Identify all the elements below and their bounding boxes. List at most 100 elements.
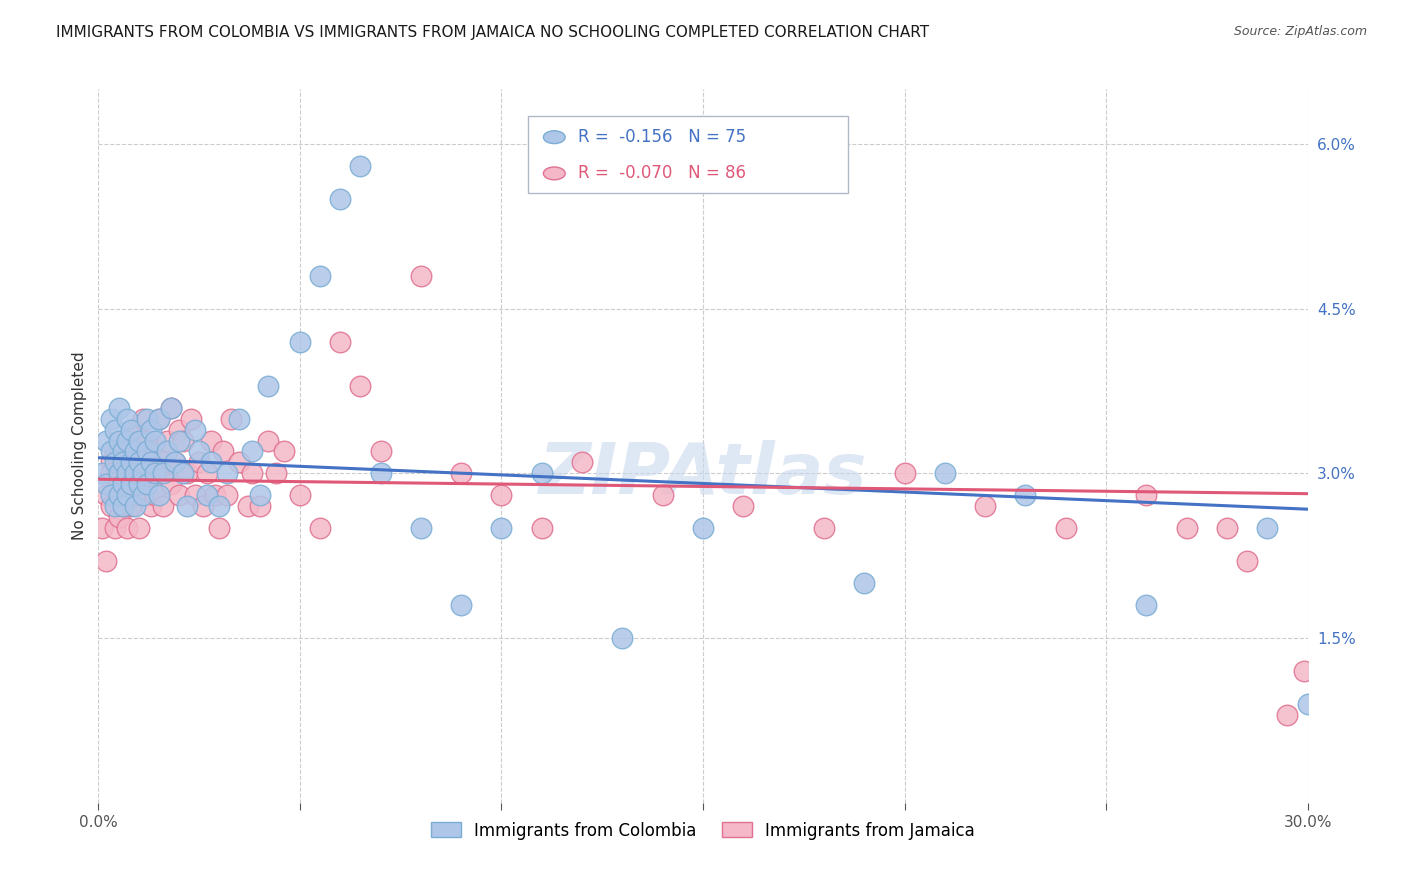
Point xyxy=(100,467,122,481)
Point xyxy=(128,477,150,491)
Point xyxy=(135,434,157,448)
Point xyxy=(103,444,125,458)
Point xyxy=(152,455,174,469)
Point xyxy=(160,401,183,415)
Point xyxy=(309,268,332,283)
Point xyxy=(111,444,134,458)
Point xyxy=(124,467,146,481)
Point xyxy=(148,411,170,425)
Point xyxy=(249,488,271,502)
Point xyxy=(107,488,129,502)
Point xyxy=(1277,708,1299,723)
Point xyxy=(135,411,157,425)
Point xyxy=(188,444,211,458)
Point xyxy=(128,444,150,458)
Point xyxy=(128,477,150,491)
Point xyxy=(228,411,250,425)
Point xyxy=(163,455,186,469)
Point xyxy=(172,434,194,448)
Point xyxy=(264,467,287,481)
Point xyxy=(132,488,155,502)
Point xyxy=(143,467,166,481)
Point xyxy=(135,477,157,491)
Point xyxy=(491,488,513,502)
Point xyxy=(148,467,170,481)
Point xyxy=(1296,697,1319,711)
Point xyxy=(152,500,174,514)
Point xyxy=(176,467,198,481)
Point xyxy=(111,477,134,491)
Point xyxy=(132,467,155,481)
Point xyxy=(200,455,222,469)
Point xyxy=(288,334,311,349)
Point xyxy=(107,510,129,524)
Point xyxy=(103,521,125,535)
Point xyxy=(1014,488,1036,502)
Point xyxy=(450,467,472,481)
Point xyxy=(370,444,392,458)
Point xyxy=(571,455,593,469)
Point xyxy=(111,455,134,469)
Point xyxy=(120,423,142,437)
Point xyxy=(107,467,129,481)
Point xyxy=(91,521,114,535)
Point xyxy=(409,268,432,283)
Point xyxy=(120,500,142,514)
Point xyxy=(240,444,263,458)
Point xyxy=(148,411,170,425)
Point xyxy=(1216,521,1239,535)
Point xyxy=(1256,521,1278,535)
Point xyxy=(236,500,259,514)
Point xyxy=(111,500,134,514)
Point xyxy=(409,521,432,535)
Point xyxy=(217,488,239,502)
Point xyxy=(733,500,755,514)
Point xyxy=(329,192,352,206)
Point xyxy=(204,488,226,502)
Point xyxy=(111,477,134,491)
Point xyxy=(208,500,231,514)
Point xyxy=(1236,554,1258,568)
Point xyxy=(813,521,835,535)
Point xyxy=(124,500,146,514)
Point xyxy=(107,401,129,415)
Point xyxy=(115,488,138,502)
Point xyxy=(115,434,138,448)
Point xyxy=(139,455,162,469)
Point xyxy=(124,444,146,458)
Point xyxy=(96,477,118,491)
Point xyxy=(195,467,218,481)
Point xyxy=(132,467,155,481)
Text: R =  -0.156   N = 75: R = -0.156 N = 75 xyxy=(578,128,747,146)
Point xyxy=(143,444,166,458)
Point xyxy=(115,521,138,535)
Point xyxy=(349,159,371,173)
Point xyxy=(100,455,122,469)
Point xyxy=(1292,664,1315,678)
Point xyxy=(100,411,122,425)
Point xyxy=(692,521,714,535)
Point xyxy=(128,455,150,469)
Point xyxy=(193,500,215,514)
Point xyxy=(249,500,271,514)
Point xyxy=(184,423,207,437)
Point xyxy=(128,521,150,535)
Text: R =  -0.070   N = 86: R = -0.070 N = 86 xyxy=(578,164,747,182)
Point xyxy=(288,488,311,502)
Point xyxy=(135,488,157,502)
Point xyxy=(111,500,134,514)
Point xyxy=(156,444,179,458)
Point xyxy=(612,631,634,645)
Point xyxy=(103,455,125,469)
Point xyxy=(893,467,915,481)
Point xyxy=(139,500,162,514)
Point xyxy=(160,477,183,491)
Point xyxy=(115,455,138,469)
Point xyxy=(212,444,235,458)
Point xyxy=(491,521,513,535)
Point xyxy=(152,467,174,481)
Point xyxy=(148,488,170,502)
Point xyxy=(96,434,118,448)
Point xyxy=(132,411,155,425)
Circle shape xyxy=(543,167,565,180)
